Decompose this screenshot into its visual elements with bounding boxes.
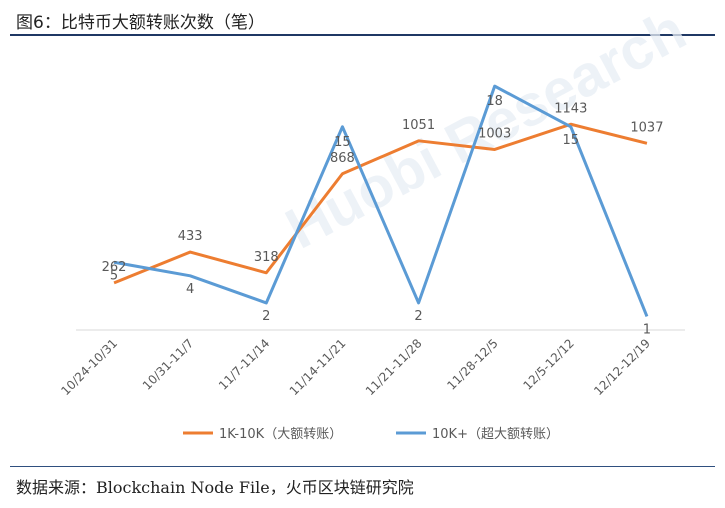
data-label-10k-plus: 15 [334,135,351,150]
data-label-10k-plus: 4 [186,282,194,297]
data-label-1k-10k: 433 [178,229,203,244]
data-label-10k-plus: 2 [414,309,422,324]
x-tick-label: 10/24-10/31 [58,336,120,398]
data-label-1k-10k: 262 [102,260,127,275]
x-tick-label: 11/21-11/28 [363,336,425,398]
data-label-10k-plus: 15 [563,133,580,148]
legend-label: 10K+（超大额转账） [432,427,559,442]
x-tick-label: 12/5-12/12 [520,336,576,392]
data-label-10k-plus: 2 [262,309,270,324]
data-label-1k-10k: 1003 [478,126,511,141]
data-label-10k-plus: 18 [486,94,503,109]
chart-legend: 1K-10K（大额转账） 10K+（超大额转账） [183,427,559,442]
data-label-1k-10k: 1143 [554,101,587,116]
title-rule [10,34,715,36]
source-note: 数据来源：Blockchain Node File，火币区块链研究院 [16,478,414,497]
data-label-1k-10k: 1051 [402,118,435,133]
legend-label: 1K-10K（大额转账） [219,427,342,442]
x-tick-label: 10/31-11/7 [140,336,196,392]
data-label-10k-plus: 1 [643,322,651,337]
data-label-1k-10k: 1037 [630,120,663,135]
x-tick-label: 11/7-11/14 [216,336,272,392]
data-label-1k-10k: 868 [330,151,355,166]
data-label-10k-plus: 5 [110,268,118,283]
series-line-10k-plus [113,84,649,318]
x-tick-label: 11/14-11/21 [287,336,349,398]
x-tick-label: 11/28-12/5 [444,336,500,392]
figure-title: 图6：比特币大额转账次数（笔） [16,13,265,33]
series-line-1k-10k [113,122,648,285]
data-label-1k-10k: 318 [254,250,279,265]
source-rule [10,466,715,467]
x-tick-label: 12/12-12/19 [591,336,653,398]
